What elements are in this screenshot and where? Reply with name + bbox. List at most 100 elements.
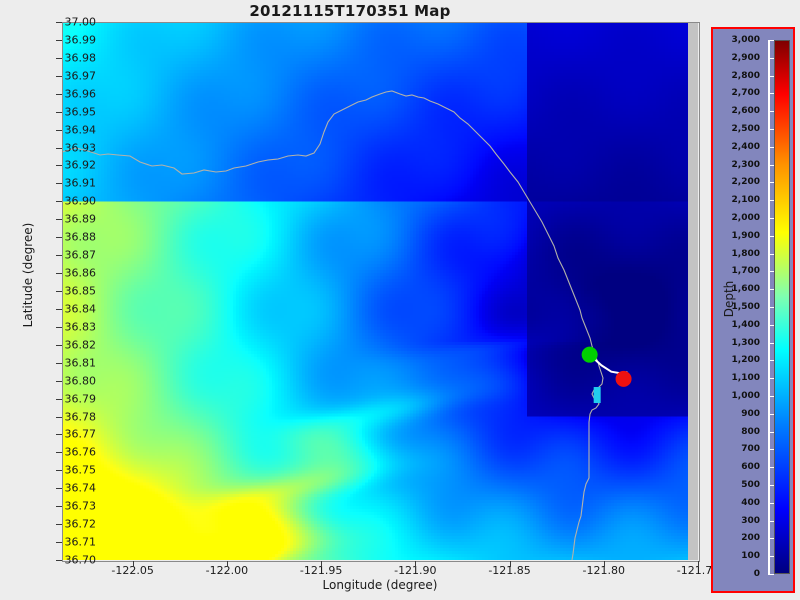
y-tick-mark <box>56 291 62 292</box>
x-tick-mark <box>226 561 228 567</box>
colorbar-tick-mark <box>768 413 774 415</box>
y-tick-mark <box>56 111 62 113</box>
y-tick-mark <box>56 165 62 167</box>
colorbar-tick-label: 600 <box>741 462 760 473</box>
end-position-marker[interactable] <box>615 370 632 387</box>
y-tick-label: 36.90 <box>64 194 97 208</box>
y-tick-label: 36.96 <box>64 87 97 101</box>
colorbar-tick-label: 3,000 <box>731 35 760 45</box>
coastline-layer <box>62 90 604 560</box>
y-tick-label: 36.98 <box>64 51 97 65</box>
colorbar-tick-mark <box>768 111 774 113</box>
colorbar-tick-label: 1,200 <box>731 355 760 366</box>
y-tick-mark <box>56 344 62 346</box>
y-tick-label: 36.85 <box>64 284 97 298</box>
y-tick-mark <box>56 470 62 472</box>
colorbar-tick-label: 1,700 <box>731 266 760 277</box>
y-tick-label: 37.00 <box>64 15 97 29</box>
colorbar-tick-label: 1,300 <box>731 337 760 348</box>
sample-box-marker[interactable] <box>593 387 601 404</box>
colorbar-tick-label: 2,400 <box>731 141 760 152</box>
colorbar-tick-label: 400 <box>741 497 760 508</box>
y-tick-mark <box>56 398 62 400</box>
colorbar-tick-mark <box>768 485 774 486</box>
colorbar-tick-mark <box>768 289 774 291</box>
y-tick-mark <box>56 201 62 203</box>
colorbar-tick-mark <box>768 200 774 202</box>
y-tick-label: 36.71 <box>64 535 97 549</box>
colorbar-tick-mark <box>768 75 774 77</box>
colorbar-tick-label: 1,800 <box>731 248 760 259</box>
y-tick-mark <box>56 380 62 382</box>
colorbar-tick-mark <box>768 324 774 326</box>
y-tick-label: 36.88 <box>64 230 97 244</box>
colorbar-tick-label: 1,400 <box>731 319 760 330</box>
colorbar-panel[interactable]: Depth 0 100 200 300 400 500 600 700 800 900 1,000 1… <box>711 27 795 593</box>
colorbar-tick-mark <box>768 164 774 166</box>
y-tick-mark <box>56 416 62 418</box>
colorbar-tick-mark <box>768 40 774 41</box>
colorbar-tick-label: 2,500 <box>731 124 760 134</box>
colorbar-tick-label: 2,800 <box>731 70 760 81</box>
colorbar-tick-mark <box>768 556 774 558</box>
colorbar-tick-mark <box>768 538 774 540</box>
x-tick-mark <box>321 561 323 567</box>
x-tick-mark <box>603 561 605 567</box>
colorbar-tick-label: 800 <box>741 426 760 437</box>
marker-overlay[interactable] <box>62 22 698 560</box>
x-tick-label: -121.90 <box>394 564 437 577</box>
y-tick-mark <box>56 452 62 454</box>
y-tick-label: 36.83 <box>64 320 97 334</box>
colorbar-tick-label: 2,300 <box>731 159 760 170</box>
y-tick-label: 36.93 <box>64 141 97 155</box>
map-plot-area[interactable] <box>62 22 698 560</box>
colorbar-tick-mark <box>768 182 774 184</box>
colorbar-gradient <box>774 40 790 574</box>
colorbar-tick-label: 100 <box>741 551 760 562</box>
y-tick-label: 36.78 <box>64 410 97 424</box>
colorbar-tick-label: 700 <box>741 444 760 455</box>
x-tick-label: -122.00 <box>205 564 249 577</box>
colorbar-tick-label: 2,200 <box>731 177 760 188</box>
x-tick-mark <box>509 561 511 567</box>
y-tick-label: 36.74 <box>64 481 97 495</box>
y-tick-mark <box>56 488 62 490</box>
y-tick-label: 36.94 <box>64 123 97 137</box>
coastline-path <box>62 90 604 560</box>
y-tick-mark <box>56 255 62 257</box>
colorbar-tick-mark <box>768 449 774 451</box>
x-tick-mark <box>698 561 699 567</box>
y-tick-label: 36.91 <box>64 176 97 190</box>
colorbar-tick-mark <box>768 235 774 237</box>
colorbar-tick-label: 200 <box>741 533 760 544</box>
x-tick-label: -121.95 <box>299 564 343 577</box>
y-tick-label: 36.75 <box>64 463 97 477</box>
y-tick-label: 36.77 <box>64 427 97 441</box>
colorbar-tick-mark <box>768 396 774 397</box>
colorbar-tick-label: 1,000 <box>731 391 760 401</box>
colorbar-tick-label: 0 <box>753 569 760 579</box>
x-tick-mark <box>132 561 134 567</box>
colorbar-tick-label: 2,100 <box>731 195 760 206</box>
x-tick-label: -121.80 <box>582 564 625 577</box>
y-tick-label: 36.82 <box>64 338 97 352</box>
colorbar-tick-label: 2,600 <box>731 106 760 117</box>
y-tick-mark <box>56 308 62 310</box>
y-tick-mark <box>56 129 62 131</box>
colorbar-tick-mark <box>768 218 774 219</box>
x-tick-label: -121.75 <box>676 564 720 577</box>
colorbar-tick-label: 2,000 <box>731 213 760 223</box>
y-tick-mark <box>56 326 62 328</box>
colorbar-tick-mark <box>768 271 774 273</box>
y-axis-label: Latitude (degree) <box>21 222 35 328</box>
start-position-marker[interactable] <box>581 346 598 363</box>
colorbar-tick-mark <box>768 146 774 148</box>
y-tick-mark <box>56 22 62 23</box>
y-tick-label: 36.72 <box>64 517 97 531</box>
colorbar-tick-label: 300 <box>741 515 760 526</box>
y-tick-label: 36.79 <box>64 392 97 406</box>
y-tick-mark <box>56 219 62 221</box>
y-tick-mark <box>56 434 62 436</box>
y-tick-mark <box>56 147 62 149</box>
